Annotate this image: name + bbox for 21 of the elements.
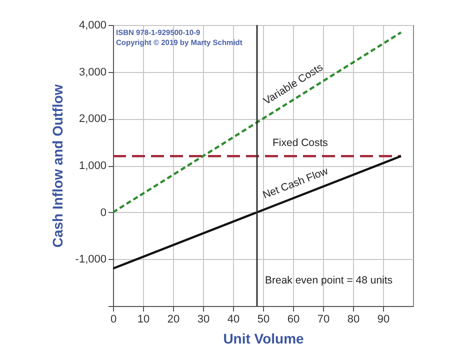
text: Net Cash Flow bbox=[261, 165, 330, 202]
y-tick-label: 0 bbox=[100, 206, 106, 219]
x-tick-label: 50 bbox=[257, 314, 270, 326]
x-tick-label: 60 bbox=[287, 314, 300, 326]
x-tick-label: 80 bbox=[347, 314, 360, 326]
y-tick-label: 2,000 bbox=[78, 113, 106, 126]
y-tick-label: 4,000 bbox=[78, 20, 106, 32]
y-tick-label: 1,000 bbox=[78, 160, 106, 172]
series-label: Fixed Costs bbox=[272, 137, 328, 150]
x-tick-label: 10 bbox=[137, 314, 150, 326]
x-tick-label: 0 bbox=[110, 314, 117, 326]
x-tick-label: 30 bbox=[197, 314, 210, 326]
x-axis-title: Unit Volume bbox=[223, 330, 304, 346]
x-tick-label: 20 bbox=[167, 314, 180, 326]
y-tick-label: 3,000 bbox=[78, 66, 106, 78]
y-tick-label: -1,000 bbox=[75, 254, 106, 266]
y-axis-title: Cash Inflow and Outflow bbox=[49, 84, 66, 248]
x-tick-label: 40 bbox=[227, 314, 240, 326]
x-tick-label: 90 bbox=[377, 314, 390, 326]
x-tick-label: 70 bbox=[317, 314, 330, 326]
ref-line-label: Break even point = 48 units bbox=[265, 274, 393, 287]
